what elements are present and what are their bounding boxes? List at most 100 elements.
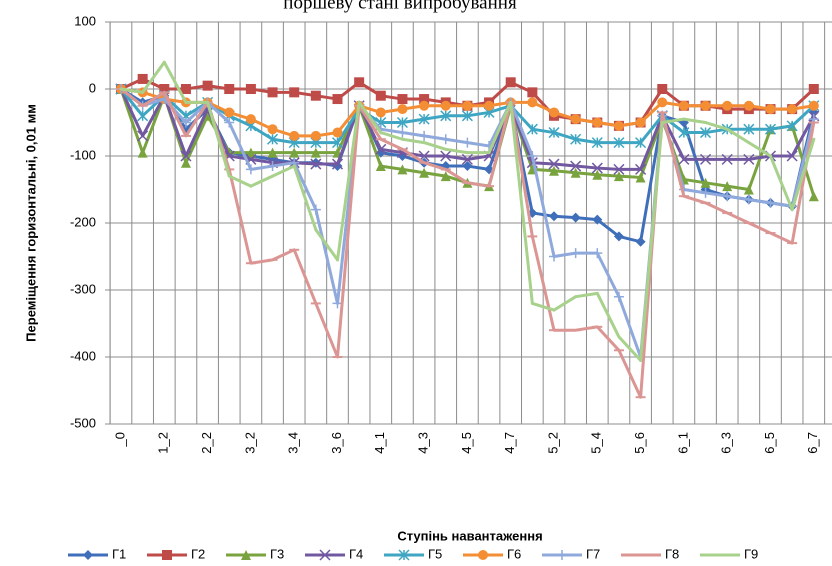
legend-label: Г7 — [586, 546, 600, 561]
x-tick-label: 2_2 — [199, 432, 214, 454]
marker — [704, 121, 708, 124]
y-tick-label: -100 — [70, 147, 96, 162]
marker — [119, 87, 123, 91]
marker — [249, 184, 253, 188]
marker — [570, 114, 581, 125]
marker — [444, 147, 448, 151]
marker — [487, 151, 491, 155]
marker — [635, 137, 647, 149]
marker — [462, 161, 473, 172]
marker — [267, 133, 279, 145]
marker — [289, 130, 300, 141]
marker — [591, 162, 603, 174]
marker — [162, 60, 166, 64]
marker — [613, 171, 624, 182]
legend-marker — [83, 550, 93, 560]
marker — [657, 97, 668, 108]
marker — [635, 163, 647, 175]
legend-label: Г9 — [744, 546, 758, 561]
marker — [613, 120, 624, 131]
marker — [570, 167, 581, 178]
legend-label: Г1 — [112, 546, 126, 561]
marker — [314, 228, 318, 232]
marker — [570, 160, 582, 172]
marker — [137, 73, 148, 84]
legend-marker — [241, 550, 251, 560]
marker — [657, 84, 668, 94]
marker — [570, 212, 581, 223]
marker — [397, 164, 408, 175]
marker — [592, 214, 603, 225]
chart-title: поршеву стані випробування — [283, 0, 517, 13]
marker — [159, 84, 170, 94]
x-tick-label: 5_4 — [589, 432, 604, 454]
marker — [202, 110, 213, 121]
marker — [548, 127, 560, 139]
legend-label: Г6 — [507, 546, 521, 561]
marker — [332, 94, 343, 105]
marker — [462, 137, 473, 148]
marker — [721, 153, 733, 165]
marker — [137, 147, 148, 158]
marker — [700, 100, 711, 111]
marker — [419, 94, 430, 105]
marker — [700, 187, 711, 198]
y-tick-label: -300 — [70, 281, 96, 296]
marker — [635, 117, 646, 128]
legend-label: Г3 — [270, 546, 284, 561]
marker — [396, 116, 408, 129]
x-tick-label: 5_2 — [545, 432, 560, 454]
marker — [808, 84, 819, 94]
marker — [808, 191, 819, 202]
marker — [786, 120, 798, 132]
legend-marker — [478, 550, 488, 560]
series — [116, 84, 819, 141]
marker — [379, 131, 383, 135]
marker — [397, 94, 408, 105]
marker — [635, 172, 646, 183]
x-tick-label: 1_2 — [156, 432, 171, 454]
marker — [549, 165, 559, 176]
marker — [422, 141, 426, 145]
marker — [354, 77, 365, 88]
marker — [418, 113, 430, 125]
x-tick-label: 5_6 — [632, 432, 647, 454]
marker — [592, 248, 603, 259]
marker — [440, 100, 451, 111]
marker — [310, 130, 321, 141]
marker — [700, 127, 712, 139]
y-tick-label: -400 — [70, 348, 96, 363]
marker — [267, 147, 278, 158]
marker — [440, 171, 451, 182]
marker — [267, 124, 278, 135]
legend-label: Г8 — [665, 546, 679, 561]
marker — [592, 169, 603, 180]
marker — [440, 134, 451, 145]
marker — [419, 130, 430, 141]
marker — [743, 194, 754, 205]
y-axis-title: Переміщення горизонтальні, 0,01 мм — [23, 104, 38, 342]
x-tick-label: 6_1 — [675, 432, 690, 454]
marker — [440, 150, 452, 162]
marker — [786, 150, 798, 162]
x-tick-label: 3_6 — [329, 432, 344, 454]
marker — [357, 100, 361, 104]
marker — [700, 177, 711, 188]
x-tick-label: 6_5 — [762, 432, 777, 454]
marker — [678, 153, 690, 165]
marker — [743, 100, 754, 111]
marker — [440, 110, 452, 122]
marker — [336, 258, 339, 262]
marker — [375, 90, 386, 101]
marker — [292, 164, 296, 168]
marker — [245, 164, 256, 175]
marker — [574, 295, 578, 299]
marker — [527, 87, 538, 98]
legend-label: Г2 — [191, 546, 205, 561]
marker — [184, 100, 188, 104]
marker — [787, 104, 798, 115]
marker — [180, 157, 191, 168]
marker — [137, 130, 149, 142]
marker — [549, 211, 559, 222]
